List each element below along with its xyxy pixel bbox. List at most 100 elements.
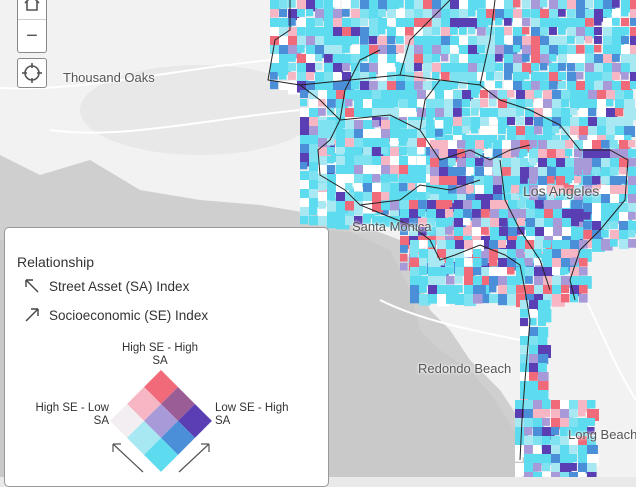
- census-tract[interactable]: [486, 27, 495, 36]
- census-tract[interactable]: [446, 276, 455, 285]
- census-tract[interactable]: [300, 99, 308, 107]
- census-tract[interactable]: [455, 240, 466, 251]
- census-tract[interactable]: [372, 174, 381, 183]
- census-tract[interactable]: [419, 285, 427, 293]
- census-tract[interactable]: [486, 45, 497, 56]
- census-tract[interactable]: [408, 90, 419, 101]
- census-tract[interactable]: [628, 203, 636, 212]
- census-tract[interactable]: [538, 149, 548, 159]
- census-tract[interactable]: [423, 54, 433, 64]
- census-tract[interactable]: [628, 158, 636, 167]
- census-tract[interactable]: [300, 162, 308, 170]
- census-tract[interactable]: [428, 249, 438, 259]
- census-tract[interactable]: [549, 0, 559, 10]
- census-tract[interactable]: [538, 381, 549, 392]
- census-tract[interactable]: [405, 9, 415, 19]
- census-tract[interactable]: [534, 117, 545, 128]
- census-tract[interactable]: [565, 149, 573, 157]
- census-tract[interactable]: [306, 9, 314, 17]
- census-tract[interactable]: [585, 54, 595, 64]
- census-tract[interactable]: [381, 207, 389, 215]
- census-tract[interactable]: [408, 120, 420, 132]
- census-tract[interactable]: [561, 285, 570, 294]
- census-tract[interactable]: [426, 129, 437, 140]
- census-tract[interactable]: [436, 227, 448, 239]
- census-tract[interactable]: [520, 167, 532, 179]
- census-tract[interactable]: [435, 99, 446, 110]
- census-tract[interactable]: [480, 294, 490, 304]
- census-tract[interactable]: [363, 138, 372, 147]
- census-tract[interactable]: [423, 45, 434, 56]
- census-tract[interactable]: [524, 418, 536, 430]
- census-tract[interactable]: [543, 99, 554, 110]
- census-tract[interactable]: [387, 81, 397, 91]
- census-tract[interactable]: [423, 72, 431, 80]
- census-tract[interactable]: [615, 108, 624, 117]
- census-tract[interactable]: [560, 418, 572, 430]
- census-tract[interactable]: [592, 212, 604, 224]
- census-tract[interactable]: [432, 0, 443, 11]
- census-tract[interactable]: [324, 9, 336, 21]
- census-tract[interactable]: [378, 0, 389, 11]
- census-tract[interactable]: [619, 158, 629, 168]
- census-tract[interactable]: [587, 409, 599, 421]
- census-tract[interactable]: [578, 454, 589, 465]
- census-tract[interactable]: [567, 63, 576, 72]
- census-tract[interactable]: [439, 149, 450, 160]
- census-tract[interactable]: [400, 227, 408, 235]
- census-tract[interactable]: [457, 194, 468, 205]
- census-tract[interactable]: [630, 9, 636, 19]
- census-tract[interactable]: [408, 183, 416, 191]
- census-tract[interactable]: [378, 36, 388, 46]
- census-tract[interactable]: [471, 90, 479, 98]
- census-tract[interactable]: [489, 126, 498, 135]
- census-tract[interactable]: [561, 99, 570, 108]
- census-tract[interactable]: [399, 147, 408, 156]
- census-tract[interactable]: [441, 72, 450, 81]
- census-tract[interactable]: [309, 216, 319, 226]
- census-tract[interactable]: [547, 194, 555, 202]
- census-tract[interactable]: [549, 27, 557, 35]
- census-tract[interactable]: [525, 249, 536, 260]
- census-tract[interactable]: [463, 200, 474, 211]
- census-tract[interactable]: [381, 90, 392, 101]
- census-tract[interactable]: [520, 345, 529, 354]
- census-tract[interactable]: [569, 418, 579, 428]
- census-tract[interactable]: [441, 36, 452, 47]
- census-tract[interactable]: [594, 63, 605, 74]
- census-tract[interactable]: [336, 138, 346, 148]
- census-tract[interactable]: [414, 63, 423, 72]
- census-tract[interactable]: [552, 240, 562, 250]
- census-tract[interactable]: [538, 176, 548, 186]
- census-tract[interactable]: [621, 63, 632, 74]
- census-tract[interactable]: [531, 45, 543, 57]
- census-tract[interactable]: [552, 126, 560, 134]
- census-tract[interactable]: [464, 276, 474, 286]
- census-tract[interactable]: [441, 63, 453, 75]
- census-tract[interactable]: [522, 9, 531, 18]
- census-tract[interactable]: [336, 156, 346, 166]
- census-tract[interactable]: [345, 183, 353, 191]
- census-tract[interactable]: [363, 129, 374, 140]
- census-tract[interactable]: [534, 294, 545, 305]
- census-tract[interactable]: [516, 285, 525, 294]
- census-tract[interactable]: [409, 209, 421, 221]
- census-tract[interactable]: [522, 81, 532, 91]
- census-tract[interactable]: [423, 36, 434, 47]
- census-tract[interactable]: [457, 185, 468, 196]
- census-tract[interactable]: [419, 267, 428, 276]
- census-tract[interactable]: [480, 126, 489, 135]
- census-tract[interactable]: [520, 149, 528, 157]
- census-tract[interactable]: [592, 194, 602, 204]
- census-tract[interactable]: [306, 45, 317, 56]
- census-tract[interactable]: [540, 72, 549, 81]
- census-tract[interactable]: [529, 300, 540, 311]
- census-tract[interactable]: [327, 90, 339, 102]
- census-tract[interactable]: [466, 185, 474, 193]
- census-tract[interactable]: [529, 158, 537, 166]
- census-tract[interactable]: [446, 240, 456, 250]
- census-tract[interactable]: [540, 0, 548, 8]
- census-tract[interactable]: [327, 201, 338, 212]
- census-tract[interactable]: [524, 445, 533, 454]
- census-tract[interactable]: [606, 144, 615, 153]
